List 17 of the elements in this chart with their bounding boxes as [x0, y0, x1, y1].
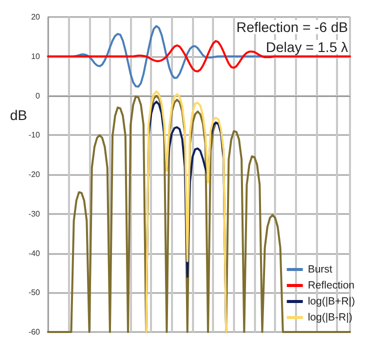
legend-label: log(|B-R|) — [308, 312, 352, 324]
legend-label: Reflection — [308, 280, 355, 292]
legend-label: log(|B+R|) — [308, 296, 356, 308]
y-tick-label: -20 — [28, 170, 41, 179]
y-tick-label: -50 — [28, 288, 41, 298]
y-tick-label: 20 — [31, 12, 41, 22]
annotation: Delay = 1.5 λ — [266, 39, 348, 55]
y-tick-label: -10 — [28, 130, 41, 140]
legend-label: Burst — [308, 264, 332, 276]
y-tick-label: 0 — [36, 91, 41, 100]
y-tick-label: -30 — [28, 209, 41, 218]
y-tick-label: 10 — [31, 52, 41, 61]
y-axis-title: dB — [10, 107, 28, 123]
annotation: Reflection = -6 dB — [236, 19, 348, 35]
y-tick-label: -40 — [28, 248, 41, 258]
y-tick-label: -60 — [28, 328, 41, 336]
line-series — [47, 40, 351, 72]
